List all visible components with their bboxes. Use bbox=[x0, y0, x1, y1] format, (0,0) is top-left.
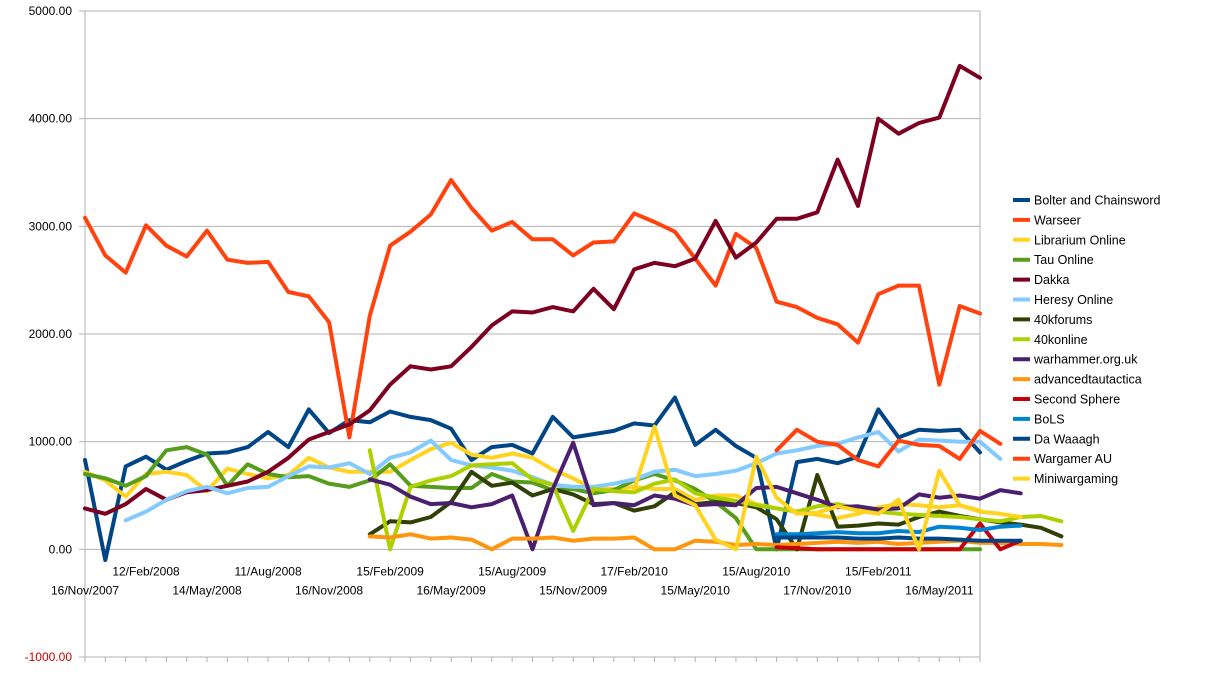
legend-label: Warseer bbox=[1034, 213, 1081, 227]
x-axis: 12/Feb/2008 11/Aug/2008 15/Feb/2009 15/Aug/… bbox=[51, 564, 981, 662]
legend-label: Librarium Online bbox=[1034, 233, 1126, 247]
legend-label: Bolter and Chainsword bbox=[1034, 194, 1161, 208]
series-line-5 bbox=[123, 430, 1003, 523]
x-tick-label: 15/Feb/2011 bbox=[845, 564, 912, 578]
legend-label: Dakka bbox=[1034, 273, 1069, 287]
y-tick-label: 5000.00 bbox=[29, 4, 73, 18]
series-line-13 bbox=[774, 427, 1003, 469]
x-tick-label: 15/Nov/2009 bbox=[539, 583, 607, 597]
series-line-0 bbox=[83, 395, 982, 563]
y-axis: 5000.00 4000.00 3000.00 2000.00 1000.00 0.00 -… bbox=[25, 4, 85, 664]
x-tick-label: 17/Nov/2010 bbox=[783, 583, 851, 597]
y-tick-label: 0.00 bbox=[49, 542, 73, 556]
x-tick-label: 15/Feb/2009 bbox=[356, 564, 424, 578]
legend-label: Heresy Online bbox=[1034, 293, 1113, 307]
x-tick-label: 16/May/2011 bbox=[905, 583, 974, 597]
series-line-12 bbox=[774, 535, 1023, 543]
x-tick-label: 17/Feb/2010 bbox=[601, 564, 669, 578]
legend-label: Tau Online bbox=[1034, 253, 1094, 267]
y-tick-label: 4000.00 bbox=[29, 112, 73, 126]
y-tick-label: -1000.00 bbox=[25, 650, 73, 664]
legend-label: advancedtautactica bbox=[1034, 373, 1142, 387]
x-tick-label: 14/May/2008 bbox=[172, 583, 242, 597]
series-line-1 bbox=[83, 178, 982, 440]
x-tick-label: 15/Aug/2009 bbox=[478, 564, 546, 578]
x-tick-label: 15/May/2010 bbox=[661, 583, 731, 597]
x-tick-label: 12/Feb/2008 bbox=[112, 564, 180, 578]
legend: Bolter and Chainsword Warseer Librarium On… bbox=[1013, 194, 1161, 486]
legend-label: Da Waaagh bbox=[1034, 432, 1100, 446]
series-line-14 bbox=[632, 424, 1023, 552]
legend-label: Wargamer AU bbox=[1034, 452, 1112, 466]
series-lines bbox=[83, 63, 1064, 563]
x-tick-label: 11/Aug/2008 bbox=[234, 564, 301, 578]
series-line-2 bbox=[83, 440, 982, 521]
y-tick-label: 1000.00 bbox=[29, 435, 73, 449]
legend-label: 40kforums bbox=[1034, 313, 1092, 327]
legend-label: BoLS bbox=[1034, 412, 1065, 426]
x-tick-label: 16/Nov/2007 bbox=[51, 583, 119, 597]
legend-label: Second Sphere bbox=[1034, 393, 1120, 407]
x-tick-label: 16/May/2009 bbox=[416, 583, 486, 597]
legend-label: 40konline bbox=[1034, 333, 1088, 347]
x-tick-label: 16/Nov/2008 bbox=[295, 583, 363, 597]
x-tick-label: 15/Aug/2010 bbox=[722, 564, 790, 578]
series-line-7 bbox=[367, 448, 1064, 552]
series-line-10 bbox=[774, 521, 1023, 552]
y-tick-label: 2000.00 bbox=[29, 327, 73, 341]
legend-label: warhammer.org.uk bbox=[1033, 353, 1138, 367]
series-line-6 bbox=[367, 469, 1064, 552]
series-line-11 bbox=[774, 523, 1023, 537]
legend-label: Miniwargaming bbox=[1034, 472, 1118, 486]
series-line-4 bbox=[83, 63, 982, 516]
y-tick-label: 3000.00 bbox=[29, 219, 73, 233]
